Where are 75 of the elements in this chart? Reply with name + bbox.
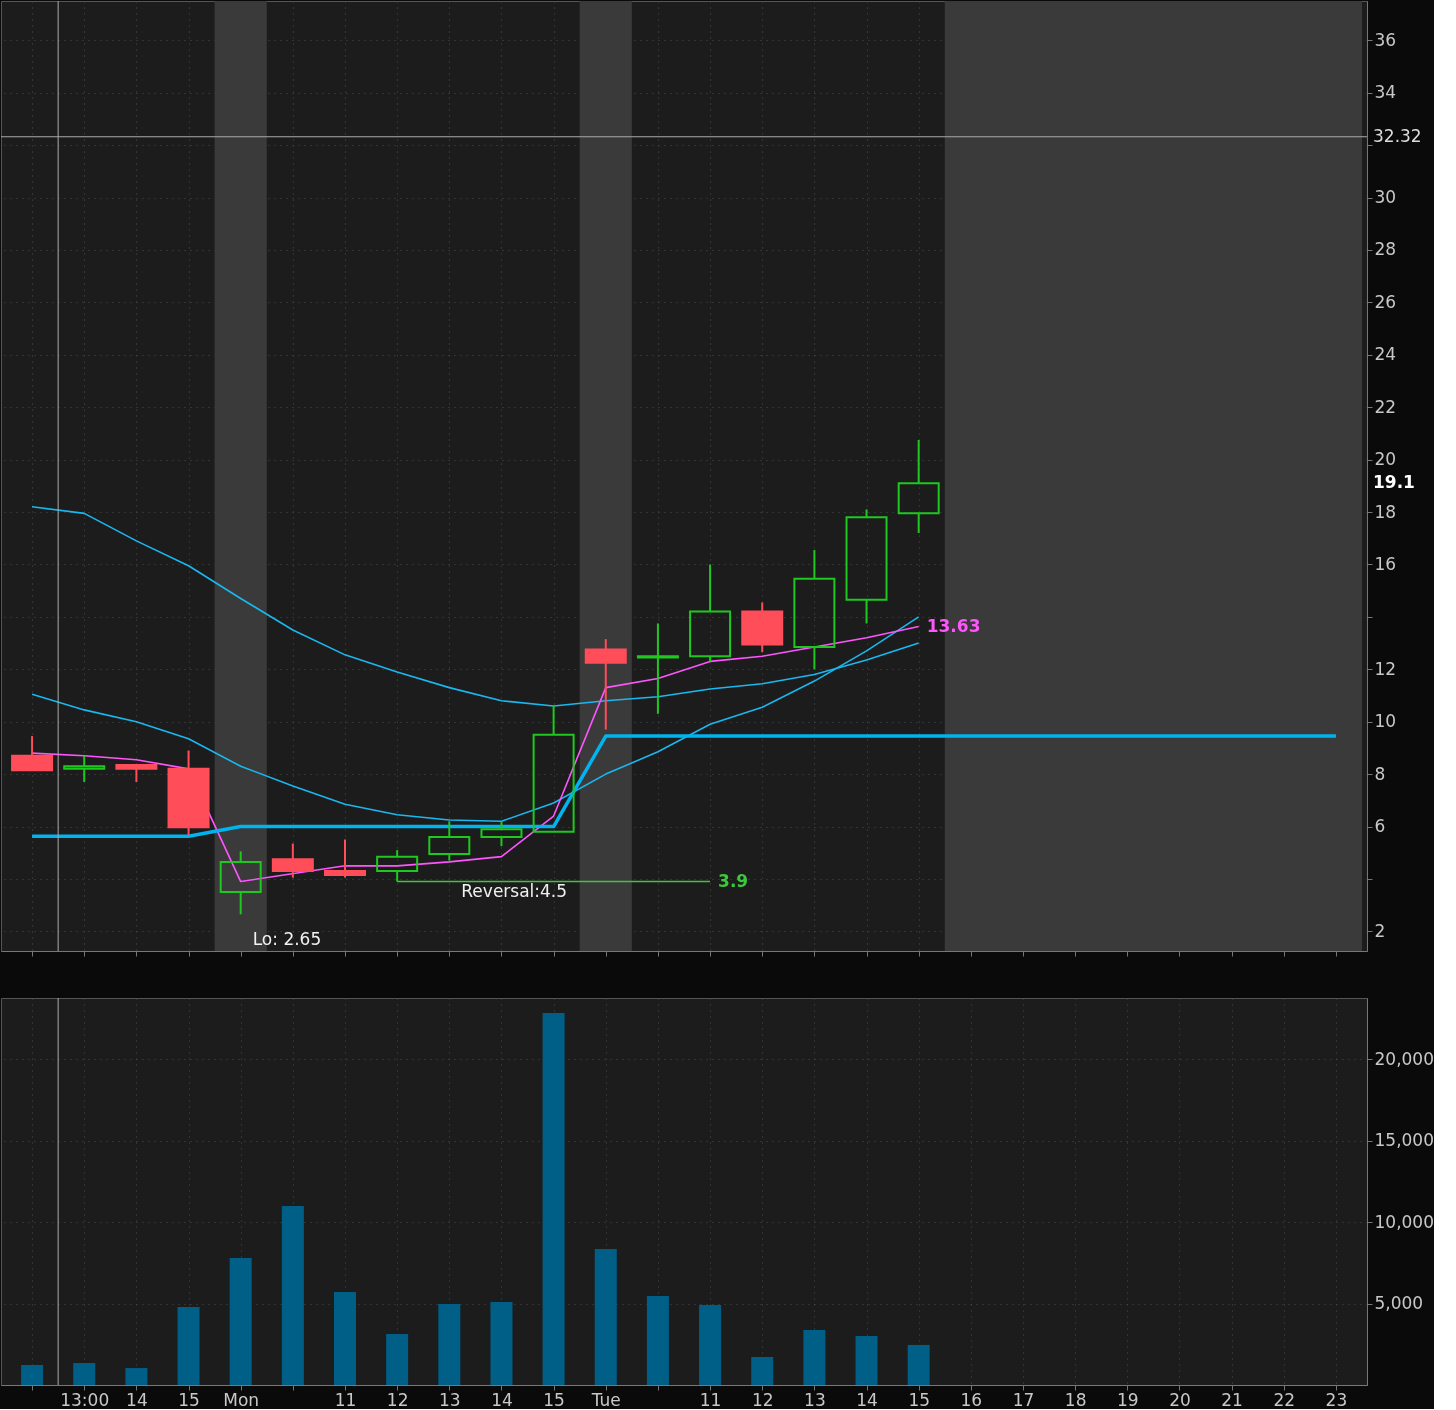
y-tick-label: 36: [1374, 29, 1397, 50]
x-tick-label: 21: [1221, 1389, 1243, 1410]
x-tick-label: 12: [386, 1389, 409, 1410]
bar: [229, 1258, 252, 1385]
bar: [803, 1329, 826, 1385]
candlestick: [897, 438, 940, 534]
text: 19.1: [1373, 472, 1415, 493]
bar: [751, 1357, 774, 1385]
bar: [281, 1205, 304, 1385]
x-tick-label: 15: [908, 1389, 931, 1410]
annotation: Reversal:4.5: [461, 880, 568, 901]
y-tick-label: 8: [1374, 763, 1386, 784]
x-tick-label: 15: [178, 1389, 200, 1410]
bar: [594, 1249, 617, 1385]
x-tick-label: 16: [960, 1389, 983, 1410]
y-tick-label: 26: [1374, 291, 1397, 312]
y-tick-label: 5,000: [1374, 1293, 1424, 1314]
candlestick: [428, 820, 471, 862]
x-tick-label: 11: [699, 1389, 722, 1410]
y-tick-label: 12: [1374, 658, 1397, 679]
x-tick-label: Tue: [590, 1389, 621, 1410]
y-tick-label: 28: [1374, 239, 1397, 260]
x-tick-label: 13:00: [60, 1389, 110, 1410]
bar: [438, 1303, 461, 1385]
bar: [907, 1344, 930, 1385]
x-tick-label: 20: [1169, 1389, 1191, 1410]
x-tick-label: 14: [856, 1389, 878, 1410]
bar: [490, 1301, 513, 1385]
y-tick-label: 18: [1374, 501, 1397, 522]
candlestick: [636, 622, 679, 715]
y-tick-label: 22: [1374, 396, 1397, 417]
candlestick: [271, 842, 314, 879]
y-tick-label: 10: [1374, 711, 1397, 732]
y-tick-label: 20: [1374, 449, 1397, 470]
x-tick-label: 14: [491, 1389, 513, 1410]
x-tick-label: Mon: [223, 1389, 260, 1410]
bar: [73, 1363, 96, 1385]
x-tick-label: 13: [804, 1389, 826, 1410]
y-tick-label: 2: [1374, 920, 1386, 941]
y-tick-label: 16: [1374, 553, 1397, 574]
x-tick-label: 11: [334, 1389, 357, 1410]
y-tick-label: 20,000: [1374, 1048, 1434, 1069]
x-tick-label: 22: [1273, 1389, 1296, 1410]
y-tick-label: 6: [1374, 816, 1386, 837]
bar: [21, 1364, 44, 1385]
bar: [334, 1292, 356, 1385]
x-tick-label: 17: [1012, 1389, 1035, 1410]
y-tick-label: 30: [1374, 187, 1397, 208]
x-tick-label: 15: [543, 1389, 565, 1410]
bar: [699, 1305, 722, 1385]
y-tick-label: 34: [1374, 82, 1397, 103]
candlestick: [167, 749, 210, 837]
x-tick-label: 19: [1116, 1389, 1139, 1410]
bar: [646, 1295, 669, 1385]
bar: [386, 1334, 409, 1385]
ref-line-label: 32.32: [1373, 125, 1422, 146]
x-tick-label: 14: [126, 1389, 148, 1410]
bar: [855, 1335, 878, 1385]
annotation: Lo: 2.65: [252, 929, 322, 950]
candlestick: [219, 850, 262, 916]
y-tick-label: 24: [1374, 344, 1397, 365]
candlestick: [376, 849, 419, 883]
y-tick-label: 15,000: [1374, 1130, 1434, 1151]
x-tick-label: 23: [1325, 1389, 1348, 1410]
x-tick-label: 13: [438, 1389, 461, 1410]
y-tick-label: 10,000: [1374, 1211, 1434, 1232]
candlestick: [584, 638, 627, 731]
bar: [542, 1012, 565, 1385]
x-tick-label: 18: [1064, 1389, 1087, 1410]
data-label: 3.9: [718, 870, 749, 891]
bar: [125, 1368, 148, 1385]
bar: [177, 1307, 200, 1385]
x-tick-label: 12: [751, 1389, 774, 1410]
candlestick: [793, 549, 836, 671]
data-label: 13.63: [926, 615, 981, 636]
